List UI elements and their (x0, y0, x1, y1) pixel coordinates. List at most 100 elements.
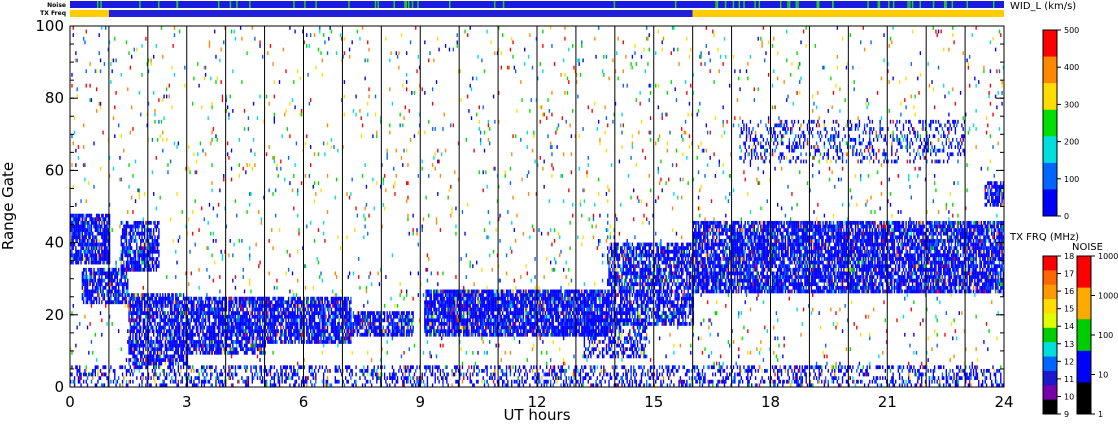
range-cell (204, 336, 207, 341)
range-cell (485, 332, 487, 337)
range-cell (530, 289, 532, 294)
range-cell (469, 307, 471, 312)
range-cell (465, 300, 468, 305)
range-cell (160, 329, 163, 334)
range-cell (212, 311, 215, 315)
range-cell (92, 220, 94, 225)
range-cell (75, 260, 77, 265)
range-cell (133, 311, 135, 315)
range-cell (470, 296, 473, 301)
range-cell (391, 332, 394, 337)
range-cell (463, 332, 465, 337)
range-cell (158, 343, 160, 348)
range-cell (90, 213, 93, 218)
range-cell (169, 340, 172, 344)
range-cell (84, 235, 86, 240)
range-cell (592, 332, 595, 337)
range-cell (329, 303, 331, 308)
range-cell (128, 336, 130, 341)
range-cell (290, 332, 292, 337)
range-cell (478, 289, 480, 294)
range-cell (147, 296, 150, 301)
range-cell (155, 249, 157, 254)
range-cell (274, 303, 277, 308)
range-cell (308, 314, 311, 319)
range-cell (105, 217, 107, 222)
range-cell (140, 318, 142, 323)
range-cell (254, 322, 256, 326)
range-cell (500, 293, 503, 297)
range-cell (142, 318, 144, 323)
range-cell (591, 318, 593, 323)
range-cell (103, 228, 106, 232)
range-cell (582, 300, 584, 305)
range-cell (229, 314, 231, 319)
range-cell (101, 242, 103, 247)
range-cell (225, 336, 228, 341)
range-cell (132, 314, 134, 319)
range-cell (186, 322, 189, 326)
range-cell (264, 325, 266, 330)
range-cell (444, 307, 447, 312)
range-cell (595, 300, 597, 305)
range-cell (115, 282, 117, 287)
range-cell (197, 332, 199, 337)
range-cell (155, 300, 157, 305)
range-cell (234, 322, 237, 326)
range-cell (134, 361, 137, 366)
range-cell (245, 329, 247, 334)
range-cell (274, 296, 277, 301)
range-cell (133, 347, 135, 352)
range-cell (190, 343, 192, 348)
range-cell (531, 325, 534, 330)
range-cell (203, 350, 205, 355)
range-cell (108, 267, 111, 272)
range-cell (579, 300, 582, 305)
range-cell (238, 303, 240, 308)
range-cell (90, 275, 93, 279)
range-cell (508, 332, 510, 337)
range-cell (316, 332, 318, 337)
range-cell (478, 329, 480, 334)
range-cell (154, 347, 156, 352)
range-cell (204, 296, 207, 301)
range-cell (319, 340, 321, 344)
range-cell (245, 311, 247, 315)
range-cell (485, 325, 487, 330)
range-cell (95, 282, 98, 287)
range-cell (346, 303, 348, 308)
range-cell (85, 285, 87, 290)
range-cell (193, 296, 195, 301)
range-cell (508, 303, 510, 308)
range-cell (136, 224, 138, 229)
range-cell (588, 293, 591, 297)
range-cell (446, 303, 448, 308)
range-cell (489, 325, 491, 330)
range-cell (474, 296, 477, 301)
range-cell (597, 293, 600, 297)
range-cell (189, 300, 191, 305)
range-cell (312, 296, 314, 301)
range-cell (526, 329, 528, 334)
range-cell (147, 354, 150, 359)
range-cell (274, 340, 277, 344)
range-cell (120, 278, 122, 283)
range-cell (302, 318, 304, 323)
range-cell (220, 340, 222, 344)
range-cell (430, 296, 432, 301)
range-cell (141, 220, 143, 225)
range-cell (237, 325, 239, 330)
range-cell (360, 325, 362, 330)
range-cell (150, 347, 152, 352)
range-cell (332, 325, 334, 330)
range-cell (136, 347, 138, 352)
range-cell (469, 322, 471, 326)
range-cell (92, 238, 94, 243)
range-cell (184, 361, 186, 366)
range-cell (555, 325, 557, 330)
range-cell (404, 322, 407, 326)
range-cell (460, 293, 462, 297)
range-cell (380, 314, 382, 319)
range-cell (586, 311, 588, 315)
range-cell (574, 289, 576, 294)
